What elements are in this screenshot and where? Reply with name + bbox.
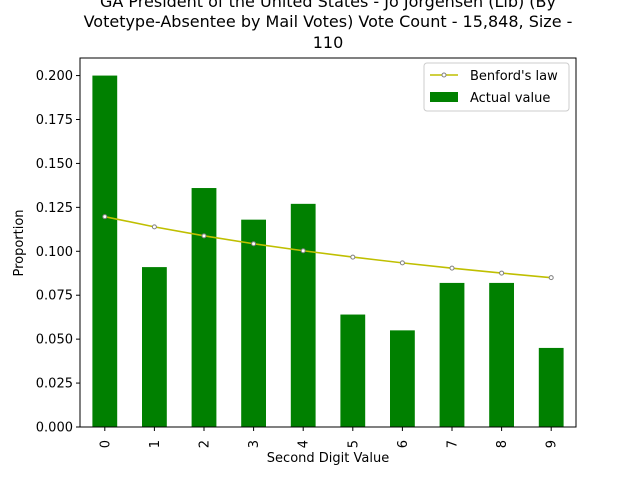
- legend-label-benford: Benford's law: [470, 69, 558, 84]
- x-tick-label: 3: [247, 440, 262, 448]
- legend-bar-swatch: [430, 92, 458, 102]
- chart-title-line-3: 110: [313, 33, 344, 52]
- benford-point-4: [300, 248, 306, 254]
- y-axis-ticks: 0.000 0.025 0.050 0.075 0.100 0.125 0.150 0.175…: [36, 69, 80, 436]
- chart-title-line-2: Votetype-Absentee by Mail Votes) Vote Co…: [84, 12, 573, 31]
- y-tick-label: 0.125: [36, 201, 73, 216]
- y-tick-label: 0.200: [36, 69, 73, 84]
- y-axis-label: Proportion: [12, 209, 27, 276]
- y-tick-label: 0.025: [36, 377, 73, 392]
- x-tick-label: 9: [545, 440, 560, 448]
- x-tick-label: 4: [297, 440, 312, 448]
- y-tick-label: 0.100: [36, 245, 73, 260]
- x-tick-label: 5: [346, 440, 361, 448]
- y-tick-label: 0.075: [36, 289, 73, 304]
- x-axis-label: Second Digit Value: [267, 451, 389, 466]
- bar-5: [340, 314, 366, 427]
- x-tick-label: 6: [396, 440, 411, 448]
- benford-point-8: [499, 270, 505, 276]
- x-tick-label: 1: [148, 440, 163, 448]
- legend-line-marker: [441, 72, 447, 78]
- bar-7: [439, 282, 465, 427]
- benford-line-series: [102, 214, 554, 281]
- benford-point-0: [102, 214, 108, 220]
- benford-point-2: [201, 233, 207, 239]
- bar-9: [538, 347, 564, 427]
- bar-1: [142, 267, 167, 427]
- benford-point-5: [350, 254, 356, 260]
- benford-point-9: [548, 275, 554, 281]
- bar-series: [92, 75, 564, 428]
- y-tick-label: 0.175: [36, 113, 73, 128]
- bar-8: [489, 282, 514, 427]
- y-tick-label: 0.050: [36, 333, 73, 348]
- legend-box: [423, 62, 570, 112]
- bar-2: [191, 188, 217, 427]
- x-axis-ticks: 0 1 2 3 4 5 6 7 8 9: [98, 427, 560, 448]
- y-tick-label: 0.000: [36, 421, 73, 436]
- benford-point-7: [449, 265, 455, 271]
- bar-3: [241, 219, 266, 427]
- x-tick-label: 2: [198, 440, 213, 448]
- axes-frame: [79, 57, 577, 428]
- bar-6: [390, 330, 415, 427]
- benford-line: [104, 215, 552, 279]
- x-tick-label: 8: [495, 440, 510, 448]
- legend: Benford's law Actual value: [423, 62, 570, 112]
- chart-title-line-1: GA President of the United States - Jo J…: [100, 0, 556, 11]
- bar-4: [290, 203, 316, 427]
- legend-label-actual: Actual value: [470, 91, 550, 106]
- x-tick-label: 0: [98, 440, 113, 448]
- x-tick-label: 7: [446, 440, 461, 448]
- benford-point-1: [151, 224, 157, 230]
- benford-point-6: [399, 260, 405, 266]
- bar-0: [92, 75, 118, 428]
- benford-point-3: [251, 241, 257, 247]
- chart-title: GA President of the United States - Jo J…: [84, 0, 573, 52]
- y-tick-label: 0.150: [36, 157, 73, 172]
